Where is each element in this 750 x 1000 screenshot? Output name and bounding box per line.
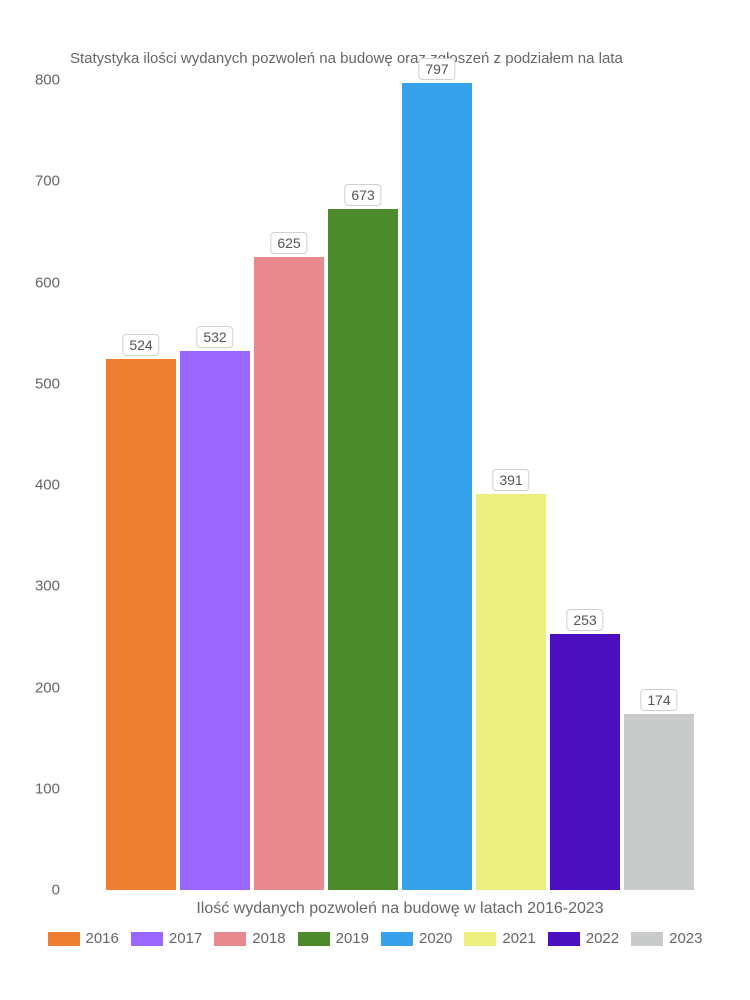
y-tick: 200 <box>35 679 60 696</box>
bar-value-label: 673 <box>344 184 381 206</box>
bar-2020: 797 <box>402 83 472 890</box>
legend-label: 2017 <box>169 930 202 947</box>
legend-item-2023: 2023 <box>631 930 702 947</box>
legend-swatch <box>131 932 163 946</box>
legend-swatch <box>548 932 580 946</box>
bar-value-label: 253 <box>566 609 603 631</box>
legend-item-2022: 2022 <box>548 930 619 947</box>
legend-swatch <box>48 932 80 946</box>
bar-2018: 625 <box>254 257 324 890</box>
legend-label: 2019 <box>336 930 369 947</box>
legend-item-2017: 2017 <box>131 930 202 947</box>
legend-item-2019: 2019 <box>298 930 369 947</box>
y-tick: 600 <box>35 274 60 291</box>
y-tick: 0 <box>52 882 60 899</box>
y-tick: 400 <box>35 477 60 494</box>
chart-title: Statystyka ilości wydanych pozwoleń na b… <box>70 50 623 67</box>
legend-label: 2021 <box>502 930 535 947</box>
bar-2016: 524 <box>106 359 176 890</box>
legend-swatch <box>298 932 330 946</box>
legend-item-2021: 2021 <box>464 930 535 947</box>
y-tick: 500 <box>35 375 60 392</box>
bar-2022: 253 <box>550 634 620 890</box>
bar-value-label: 625 <box>270 232 307 254</box>
bar-2021: 391 <box>476 494 546 890</box>
legend-item-2020: 2020 <box>381 930 452 947</box>
y-tick: 100 <box>35 780 60 797</box>
bar-value-label: 391 <box>492 469 529 491</box>
legend-swatch <box>381 932 413 946</box>
y-tick: 300 <box>35 578 60 595</box>
bar-value-label: 174 <box>640 689 677 711</box>
bar-value-label: 797 <box>418 58 455 80</box>
legend-item-2018: 2018 <box>214 930 285 947</box>
bar-value-label: 524 <box>122 334 159 356</box>
legend-label: 2022 <box>586 930 619 947</box>
legend-item-2016: 2016 <box>48 930 119 947</box>
x-axis-label: Ilość wydanych pozwoleń na budowę w lata… <box>100 900 700 918</box>
bar-2019: 673 <box>328 209 398 890</box>
legend-swatch <box>464 932 496 946</box>
chart-plot-area: 0100200300400500600700800 52453262567379… <box>100 80 700 890</box>
legend-swatch <box>214 932 246 946</box>
bar-value-label: 532 <box>196 326 233 348</box>
bar-2017: 532 <box>180 351 250 890</box>
legend-label: 2016 <box>86 930 119 947</box>
legend-label: 2018 <box>252 930 285 947</box>
y-tick: 800 <box>35 72 60 89</box>
bar-2023: 174 <box>624 714 694 890</box>
legend: 2016 2017 2018 2019 2020 2021 2022 2023 <box>0 930 750 947</box>
y-tick: 700 <box>35 173 60 190</box>
bars-container: 524532625673797391253174 <box>100 80 700 890</box>
legend-swatch <box>631 932 663 946</box>
legend-label: 2023 <box>669 930 702 947</box>
legend-label: 2020 <box>419 930 452 947</box>
